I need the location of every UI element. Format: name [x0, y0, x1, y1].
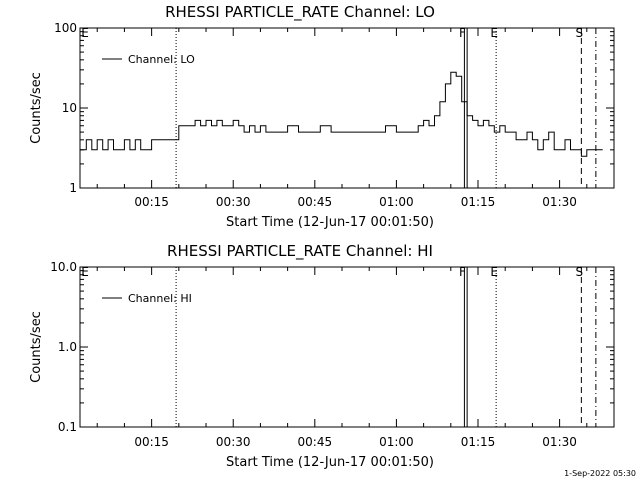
series-line [80, 71, 603, 157]
corner-flag-label: E [81, 26, 89, 40]
x-axis-label: Start Time (12-Jun-17 00:01:50) [226, 215, 434, 230]
corner-flag-label: E [81, 265, 89, 279]
x-tick-label: 01:00 [379, 435, 414, 449]
y-tick-label: 1.0 [58, 340, 77, 354]
x-tick-label: 00:15 [134, 435, 169, 449]
y-axis-label: Counts/sec [29, 311, 44, 383]
x-tick-label: 01:15 [461, 435, 496, 449]
plot-frame [79, 27, 615, 189]
footer-stamp: 1-Sep-2022 05:30 [564, 469, 636, 478]
y-tick-label: 1 [69, 181, 77, 195]
flag-label: E [490, 265, 498, 279]
x-tick-label: 00:45 [298, 195, 333, 209]
legend-label: Channel: LO [128, 53, 195, 66]
y-tick-label: 100 [54, 21, 77, 35]
panel-hi: RHESSI PARTICLE_RATE Channel: HI Start Ti… [29, 242, 615, 470]
x-tick-label: 01:00 [379, 195, 414, 209]
chart-title: RHESSI PARTICLE_RATE Channel: LO [165, 3, 435, 22]
plot-frame [79, 266, 615, 428]
x-tick-label: 01:15 [461, 195, 496, 209]
y-tick-label: 10 [62, 101, 77, 115]
x-tick-label: 00:45 [298, 435, 333, 449]
flag-label: F [459, 26, 466, 40]
x-tick-label: 01:30 [542, 435, 577, 449]
y-tick-label: 10.0 [50, 260, 77, 274]
legend-label: Channel: HI [128, 292, 192, 305]
x-tick-label: 00:15 [134, 195, 169, 209]
x-tick-label: 01:30 [542, 195, 577, 209]
x-tick-label: 00:30 [216, 195, 251, 209]
flag-label: S [576, 265, 584, 279]
panel-lo: RHESSI PARTICLE_RATE Channel: LO Start Ti… [29, 3, 615, 230]
x-tick-label: 00:30 [216, 435, 251, 449]
chart-title: RHESSI PARTICLE_RATE Channel: HI [167, 242, 433, 261]
flag-label: E [490, 26, 498, 40]
x-axis-label: Start Time (12-Jun-17 00:01:50) [226, 455, 434, 470]
y-axis-label: Counts/sec [29, 72, 44, 144]
flag-label: F [459, 265, 466, 279]
y-tick-label: 0.1 [58, 420, 77, 434]
flag-label: S [576, 26, 584, 40]
